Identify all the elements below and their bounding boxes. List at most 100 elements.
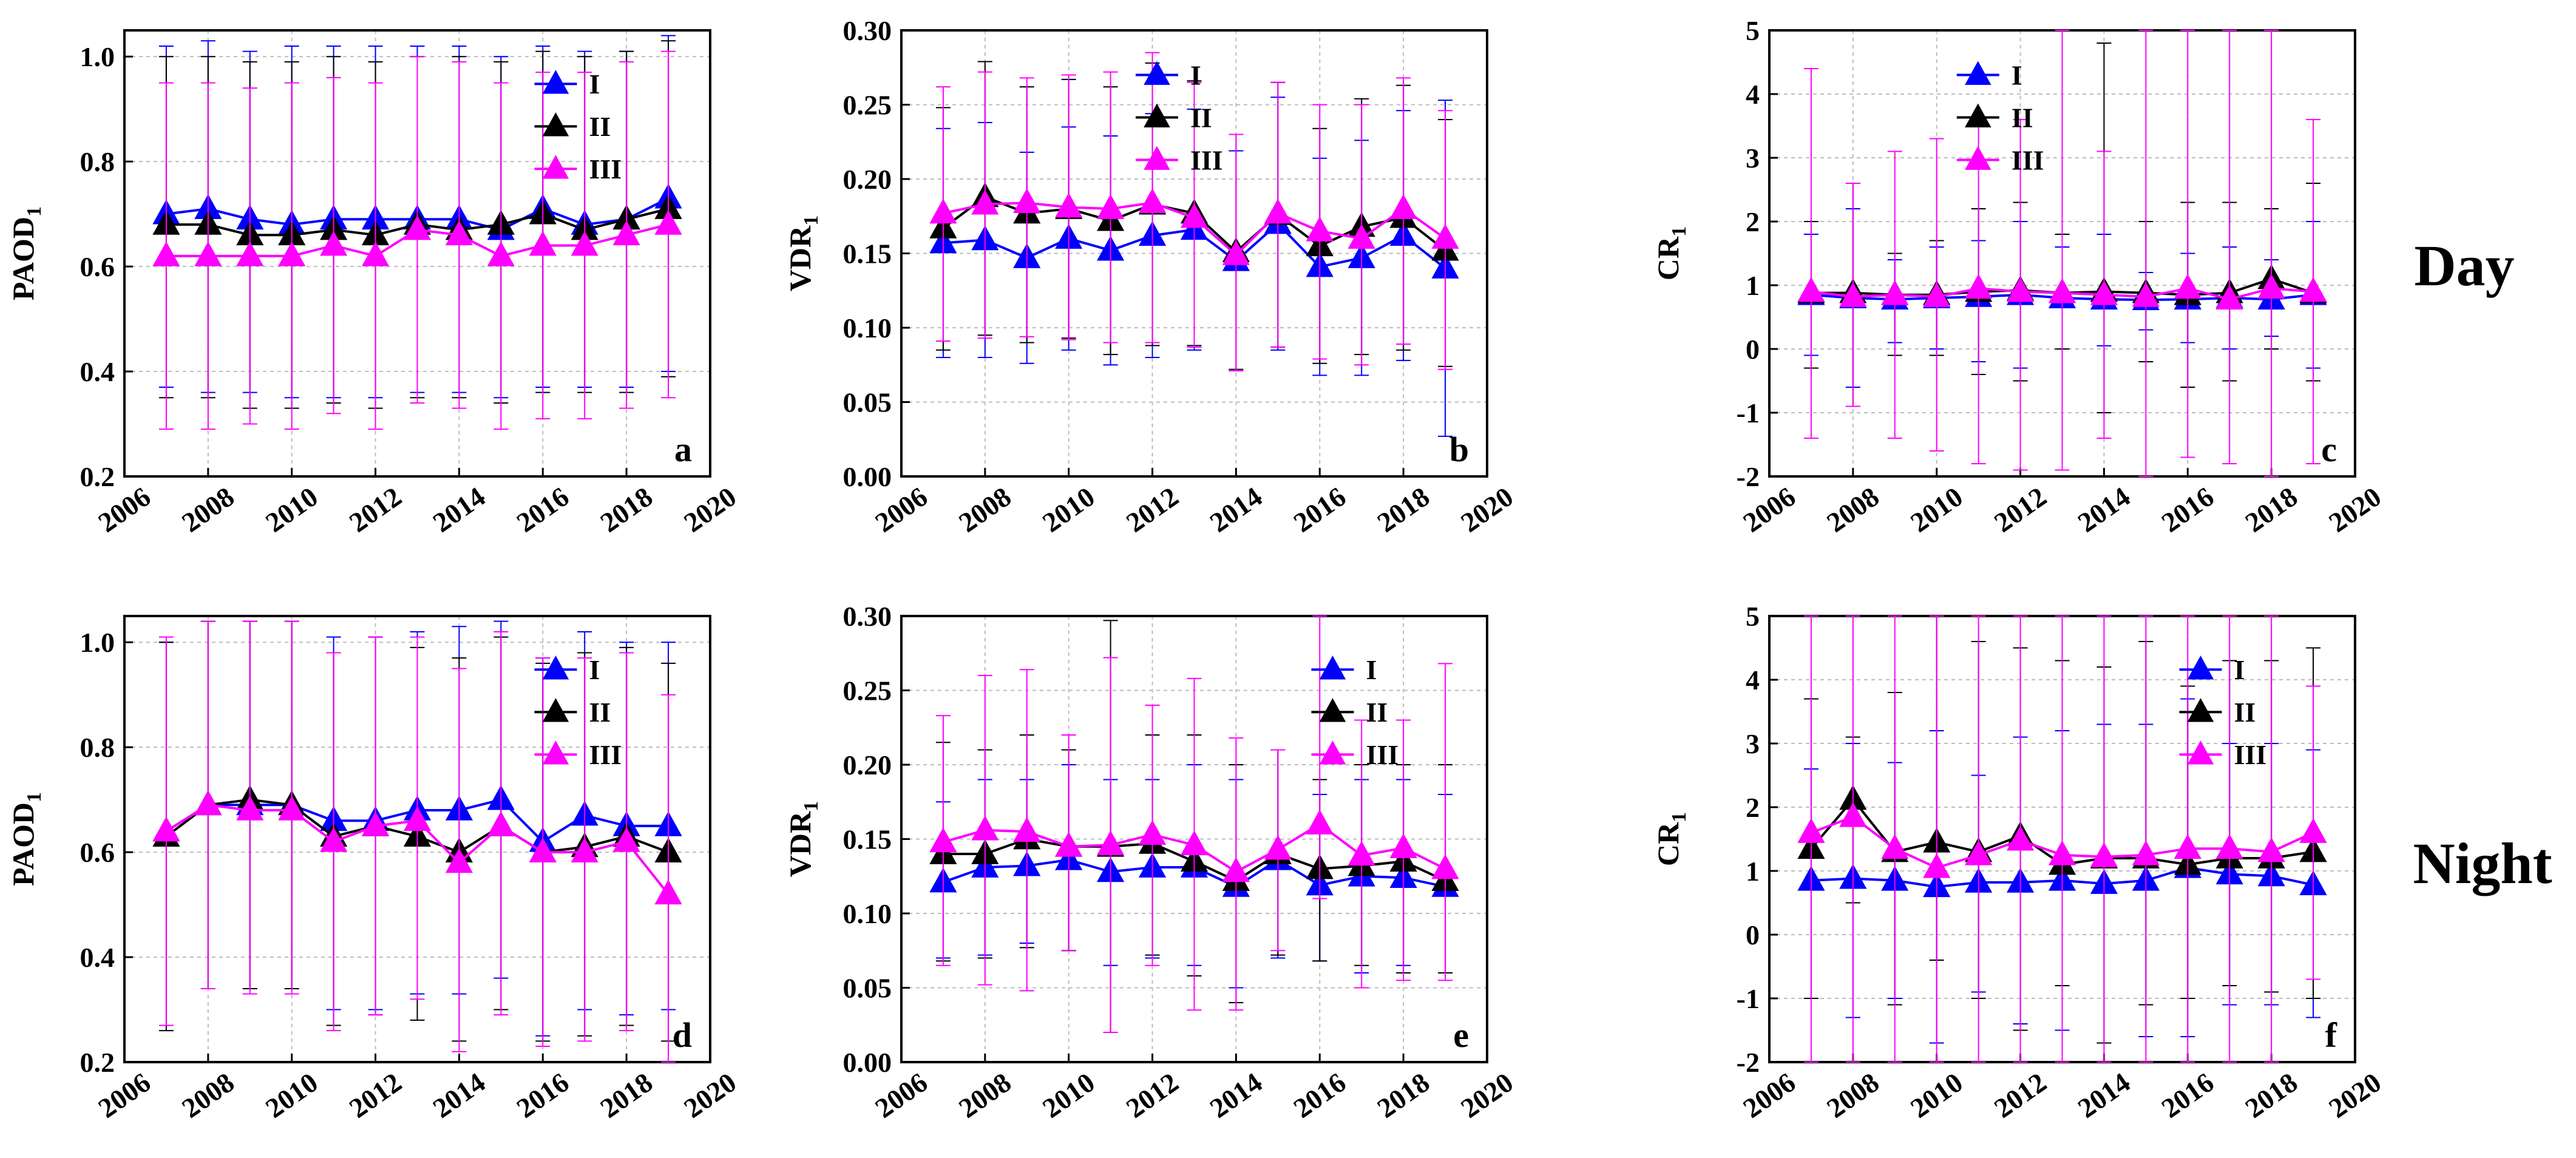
y-axis-label-main: CR: [1651, 236, 1685, 280]
data-point: [2090, 842, 2118, 867]
panel-label-f: f: [2325, 1015, 2337, 1055]
x-tick-label: 2012: [344, 481, 407, 538]
legend-label-I: I: [2234, 654, 2245, 685]
y-tick-label: 0.4: [80, 356, 115, 387]
legend-marker-III: [1144, 146, 1170, 170]
x-tick-label: 2012: [1988, 1066, 2052, 1124]
data-point: [320, 231, 348, 256]
y-tick-label: 0.15: [843, 239, 892, 269]
y-tick-label: 0.05: [843, 387, 892, 418]
data-point: [2132, 840, 2160, 865]
plot-frame: [123, 29, 711, 478]
data-point: [2299, 818, 2327, 843]
legend-label-III: III: [1366, 739, 1399, 770]
panel-label-d: d: [673, 1015, 692, 1055]
y-tick-label: 0.25: [843, 676, 892, 706]
y-axis-label: VDR1: [783, 215, 822, 291]
series-III: [1797, 615, 2327, 1063]
data-point: [529, 838, 557, 862]
x-tick-label: 2018: [595, 481, 659, 538]
legend-label-II: II: [1366, 697, 1388, 728]
data-point: [445, 220, 473, 246]
data-point: [1965, 840, 1993, 865]
data-point: [2048, 278, 2076, 303]
x-tick-label: 2012: [1120, 481, 1184, 538]
data-point: [403, 806, 432, 831]
y-tick-label: -2: [1737, 461, 1760, 492]
panel-label-e: e: [1453, 1015, 1469, 1055]
panel-label-a: a: [674, 430, 692, 469]
x-tick-label: 2020: [1455, 481, 1519, 538]
y-tick-label: 0.8: [80, 146, 115, 177]
y-tick-label: 0.15: [843, 824, 892, 855]
data-point: [487, 241, 515, 266]
data-point: [2299, 277, 2327, 302]
x-tick-label: 2018: [1372, 481, 1435, 538]
data-point: [971, 815, 999, 841]
data-point: [1389, 833, 1417, 859]
y-tick-label: 0.05: [843, 973, 892, 1004]
data-point: [2006, 825, 2035, 851]
y-tick-label: 5: [1746, 601, 1760, 632]
x-tick-label: 2008: [953, 1066, 1017, 1124]
series-III: [929, 52, 1459, 372]
x-tick-label: 2010: [1905, 1066, 1968, 1124]
y-tick-label: 1: [1746, 856, 1760, 887]
legend-marker-I: [2187, 655, 2214, 680]
x-tick-label: 2014: [427, 481, 491, 538]
data-point: [1055, 192, 1083, 218]
x-tick-label: 2010: [260, 1066, 324, 1124]
data-point: [1138, 188, 1167, 214]
x-tick-label: 2012: [1988, 481, 2052, 538]
data-point: [1881, 834, 1909, 859]
y-axis-label: PAOD1: [6, 206, 46, 300]
data-point: [2090, 280, 2118, 305]
x-tick-label: 2020: [678, 1066, 742, 1124]
data-point: [2257, 274, 2285, 299]
y-tick-label: 0: [1746, 334, 1760, 365]
data-point: [929, 198, 957, 224]
data-point: [2132, 282, 2160, 307]
x-tick-label: 2014: [2072, 1066, 2136, 1124]
y-tick-label: 2: [1746, 206, 1760, 237]
data-point: [1013, 817, 1041, 842]
legend-marker-I: [1144, 61, 1170, 85]
data-point: [2257, 837, 2285, 862]
y-tick-label: 1.0: [80, 627, 115, 658]
y-tick-label: 0.10: [843, 313, 892, 344]
data-point: [361, 241, 390, 266]
data-point: [1965, 274, 1993, 299]
x-tick-label: 2008: [176, 481, 240, 538]
data-point: [1797, 277, 1825, 302]
y-tick-label: 0.00: [843, 1047, 892, 1078]
data-point: [2174, 274, 2201, 299]
x-tick-label: 2012: [1120, 1066, 1184, 1124]
panel-label-b: b: [1449, 430, 1469, 469]
y-tick-label: -1: [1737, 398, 1760, 428]
y-tick-label: 3: [1746, 728, 1760, 759]
x-tick-label: 2016: [511, 1066, 575, 1124]
y-axis-label-subscript: 1: [1668, 226, 1690, 237]
legend-label-II: II: [589, 111, 611, 142]
x-tick-label: 2008: [1821, 481, 1885, 538]
x-tick-label: 2018: [595, 1066, 659, 1124]
data-point: [361, 811, 390, 836]
x-tick-label: 2018: [2240, 481, 2303, 538]
x-tick-label: 2014: [1204, 1066, 1268, 1124]
x-tick-label: 2008: [1821, 1066, 1885, 1124]
y-tick-label: 1.0: [80, 41, 115, 72]
data-point: [1923, 853, 1951, 878]
data-point: [1097, 830, 1125, 856]
legend-marker-II: [542, 112, 569, 137]
data-point: [1839, 802, 1867, 827]
data-point: [1306, 216, 1334, 242]
legend-marker-III: [542, 740, 569, 765]
